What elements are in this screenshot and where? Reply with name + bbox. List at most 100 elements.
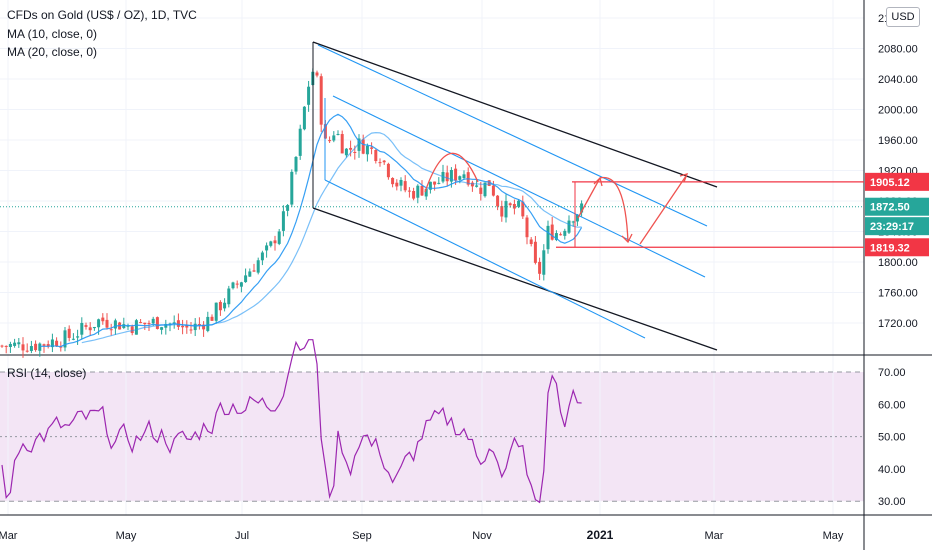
candle-body xyxy=(319,76,323,125)
candle-body xyxy=(223,302,227,309)
countdown-tag-bg xyxy=(865,217,929,236)
candle xyxy=(512,199,516,215)
candle xyxy=(223,298,227,312)
candle xyxy=(575,214,579,227)
candle xyxy=(260,250,264,266)
candle xyxy=(399,177,403,192)
candle xyxy=(412,187,416,201)
candle-body xyxy=(391,177,395,185)
rsi-legend: RSI (14, close) xyxy=(7,366,87,380)
candle-body xyxy=(210,316,214,321)
candle-body xyxy=(483,182,487,197)
candle-body xyxy=(164,323,168,328)
candle-body xyxy=(231,282,235,289)
candle-body xyxy=(25,350,29,352)
candle xyxy=(487,180,491,187)
candle-body xyxy=(0,345,4,347)
candle-body xyxy=(189,329,193,331)
candle xyxy=(80,317,84,340)
candle xyxy=(17,338,21,348)
candle-body xyxy=(412,191,416,199)
candle-body xyxy=(424,188,428,197)
candle xyxy=(307,80,311,112)
candle-body xyxy=(575,214,579,222)
candle-body xyxy=(420,185,424,196)
price-tick-label: 1720.00 xyxy=(878,318,918,330)
candle xyxy=(101,313,105,325)
rsi-tick-label: 60.00 xyxy=(878,399,906,411)
candle-body xyxy=(151,318,155,324)
candle-body xyxy=(17,342,21,345)
candle xyxy=(336,130,340,136)
candle-body xyxy=(454,168,458,181)
candle xyxy=(38,342,42,357)
candle xyxy=(403,175,407,193)
countdown-tag: 23:29:17 xyxy=(865,217,929,236)
candle-body xyxy=(403,181,407,191)
candle xyxy=(328,136,332,143)
candle-body xyxy=(29,346,33,351)
support-price-tag-bg xyxy=(865,238,929,257)
candle xyxy=(206,311,210,333)
price-tick-label: 1760.00 xyxy=(878,288,918,300)
candle-body xyxy=(563,230,567,236)
candle-body xyxy=(340,134,344,154)
candle xyxy=(202,321,206,337)
candle-body xyxy=(365,145,369,155)
candle xyxy=(160,326,164,335)
candle xyxy=(134,318,138,335)
candle-body xyxy=(533,241,537,263)
arc-projection xyxy=(424,152,479,193)
candle-body xyxy=(260,252,264,261)
candle xyxy=(382,159,386,165)
candle-body xyxy=(462,174,466,179)
candle xyxy=(143,322,147,330)
price-tick-label: 1960.00 xyxy=(878,135,918,147)
currency-button[interactable]: USD xyxy=(886,7,920,27)
candle xyxy=(55,337,59,347)
candle xyxy=(462,170,466,180)
candle-body xyxy=(134,320,138,335)
candle xyxy=(227,285,231,308)
candle-body xyxy=(176,320,180,327)
candle-body xyxy=(361,139,365,154)
candle xyxy=(252,263,256,272)
candle xyxy=(454,164,458,185)
candle-body xyxy=(487,180,491,186)
candle xyxy=(563,228,567,240)
candle xyxy=(395,179,399,191)
candle-body xyxy=(265,245,269,251)
time-tick-label: Sep xyxy=(352,530,372,542)
candle-body xyxy=(407,190,411,192)
candle-body xyxy=(529,239,533,245)
candle xyxy=(42,343,46,353)
candle-body xyxy=(46,344,50,347)
time-tick-label: Nov xyxy=(472,530,492,542)
candle xyxy=(25,343,29,353)
candle-body xyxy=(4,345,8,347)
candle-body xyxy=(445,172,449,182)
candle-body xyxy=(479,187,483,194)
candle-body xyxy=(130,326,134,334)
candle-body xyxy=(193,323,197,331)
candle-body xyxy=(353,151,357,153)
candle xyxy=(181,319,185,335)
candle-body xyxy=(382,160,386,163)
candle-body xyxy=(521,201,525,217)
candle-body xyxy=(227,288,231,305)
candle xyxy=(559,232,563,236)
candle-body xyxy=(97,319,101,328)
candle-body xyxy=(244,275,248,283)
candle xyxy=(420,180,424,196)
time-tick-label: Mar xyxy=(0,530,18,542)
candle-body xyxy=(315,72,319,76)
candle-body xyxy=(202,324,206,330)
candle-body xyxy=(109,329,113,331)
candle-body xyxy=(239,282,243,287)
price-tick-label: 1800.00 xyxy=(878,257,918,269)
candle-body xyxy=(307,86,311,105)
candle xyxy=(319,73,323,133)
candle-body xyxy=(126,325,130,327)
candle xyxy=(374,149,378,164)
